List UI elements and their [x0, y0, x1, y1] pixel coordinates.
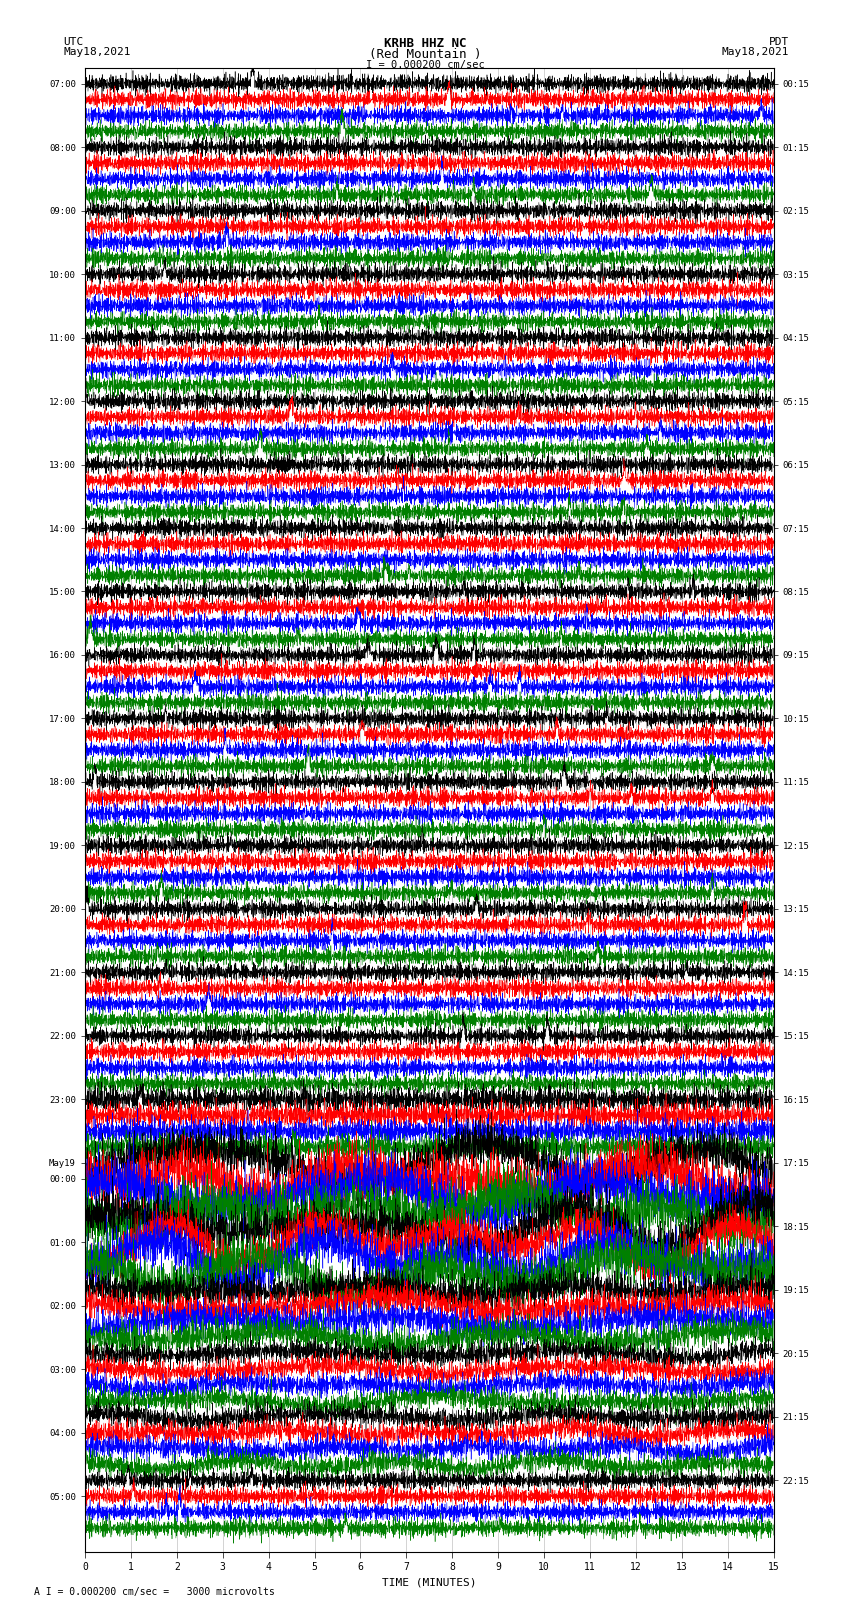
Text: KRHB HHZ NC: KRHB HHZ NC: [383, 37, 467, 50]
Text: A I = 0.000200 cm/sec =   3000 microvolts: A I = 0.000200 cm/sec = 3000 microvolts: [34, 1587, 275, 1597]
Text: (Red Mountain ): (Red Mountain ): [369, 48, 481, 61]
Text: I = 0.000200 cm/sec: I = 0.000200 cm/sec: [366, 60, 484, 69]
Text: PDT: PDT: [768, 37, 789, 47]
Text: UTC: UTC: [64, 37, 84, 47]
X-axis label: TIME (MINUTES): TIME (MINUTES): [382, 1578, 477, 1587]
Text: May18,2021: May18,2021: [722, 47, 789, 56]
Text: May18,2021: May18,2021: [64, 47, 131, 56]
